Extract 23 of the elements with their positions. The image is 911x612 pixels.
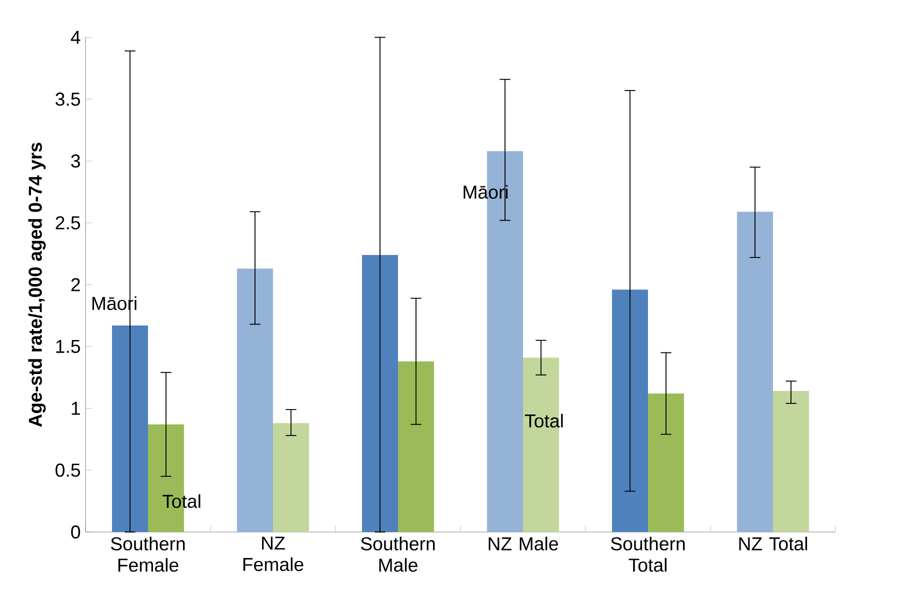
x-tick-label: Southern Female <box>110 536 185 572</box>
bar <box>237 268 274 532</box>
y-axis-title: Age-std rate/1,000 aged 0-74 yrs <box>28 142 46 427</box>
x-tick-label: NZ Total <box>739 536 808 550</box>
y-tick-label: 2 <box>71 278 80 292</box>
y-tick-label: 2.5 <box>56 216 80 230</box>
y-tick-label: 0 <box>71 525 80 539</box>
bar <box>398 361 434 532</box>
y-tick-label: 4 <box>70 30 80 44</box>
y-tick-label: 1 <box>72 402 80 415</box>
x-tick-label: NZ Female <box>243 536 304 572</box>
x-tick-label: NZ Male <box>488 536 558 550</box>
bar <box>773 391 810 532</box>
x-tick-label: Southern Total <box>610 536 685 572</box>
bar <box>737 212 774 532</box>
y-tick-label: 3.5 <box>56 92 80 106</box>
annotation: Total <box>524 414 563 428</box>
y-tick-label: 0.5 <box>56 464 80 477</box>
y-tick-label: 3 <box>71 154 80 168</box>
x-tick-label: Southern Male <box>360 536 435 572</box>
bar <box>273 423 310 532</box>
bar <box>648 393 684 532</box>
y-tick-label: 1.5 <box>56 340 80 354</box>
